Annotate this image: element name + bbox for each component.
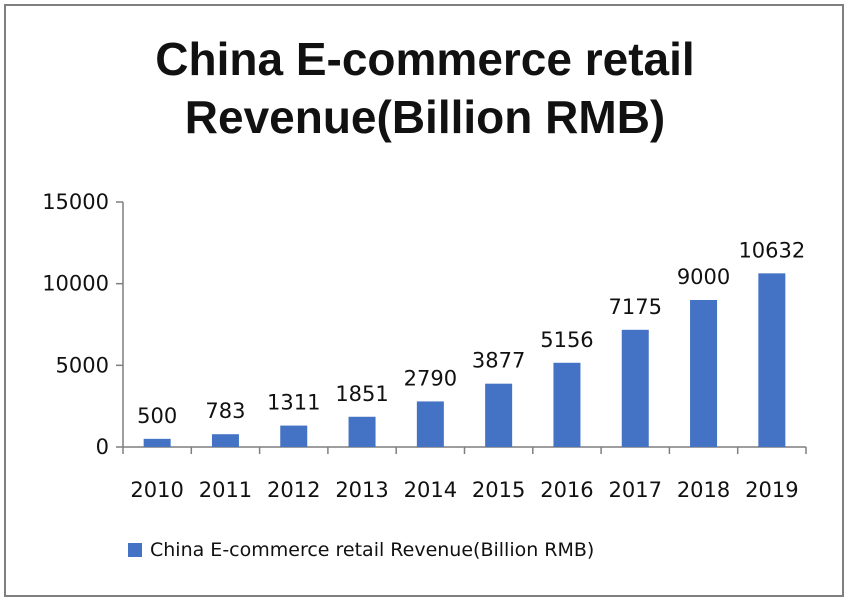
bar (621, 329, 649, 447)
x-tick-label: 2011 (199, 478, 252, 502)
bar (348, 416, 376, 447)
y-tick-label: 15000 (42, 190, 109, 214)
x-tick-label: 2014 (404, 478, 457, 502)
data-label: 1851 (335, 382, 388, 406)
legend: China E-commerce retail Revenue(Billion … (128, 535, 594, 565)
y-tick-label: 0 (96, 435, 109, 459)
data-label: 1311 (267, 391, 320, 415)
bar (211, 434, 239, 447)
data-label: 7175 (609, 295, 662, 319)
chart-title-line-1: China E-commerce retail (155, 33, 695, 85)
chart-title-line-2: Revenue(Billion RMB) (184, 91, 666, 143)
bar (416, 401, 444, 447)
y-tick-label: 5000 (56, 353, 109, 377)
y-tick-label: 10000 (42, 272, 109, 296)
chart-title: China E-commerce retail Revenue(Billion … (0, 30, 850, 146)
x-tick-label: 2018 (677, 478, 730, 502)
bar (143, 438, 171, 447)
x-tick-label: 2017 (609, 478, 662, 502)
data-label: 5156 (540, 328, 593, 352)
x-tick-label: 2012 (267, 478, 320, 502)
data-label: 2790 (404, 366, 457, 390)
bar (758, 273, 786, 447)
bar (690, 300, 718, 447)
bar (280, 425, 308, 447)
data-label: 9000 (677, 265, 730, 289)
x-tick-label: 2019 (745, 478, 798, 502)
x-tick-label: 2015 (472, 478, 525, 502)
data-label: 783 (205, 399, 245, 423)
x-tick-label: 2013 (335, 478, 388, 502)
data-label: 500 (137, 404, 177, 428)
legend-label: China E-commerce retail Revenue(Billion … (150, 539, 595, 561)
data-label: 10632 (738, 238, 805, 262)
x-tick-label: 2016 (540, 478, 593, 502)
legend-swatch (128, 543, 142, 557)
x-tick-label: 2010 (130, 478, 183, 502)
bar (485, 383, 513, 447)
bar (553, 362, 581, 447)
data-label: 3877 (472, 349, 525, 373)
